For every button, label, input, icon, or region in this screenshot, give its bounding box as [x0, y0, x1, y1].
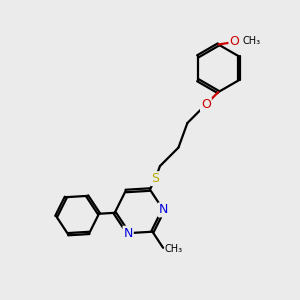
- Text: N: N: [159, 203, 168, 216]
- Text: N: N: [123, 227, 133, 240]
- Text: O: O: [201, 98, 211, 111]
- Text: O: O: [230, 35, 239, 48]
- Text: CH₃: CH₃: [165, 244, 183, 254]
- Text: S: S: [152, 172, 159, 185]
- Text: CH₃: CH₃: [242, 36, 260, 46]
